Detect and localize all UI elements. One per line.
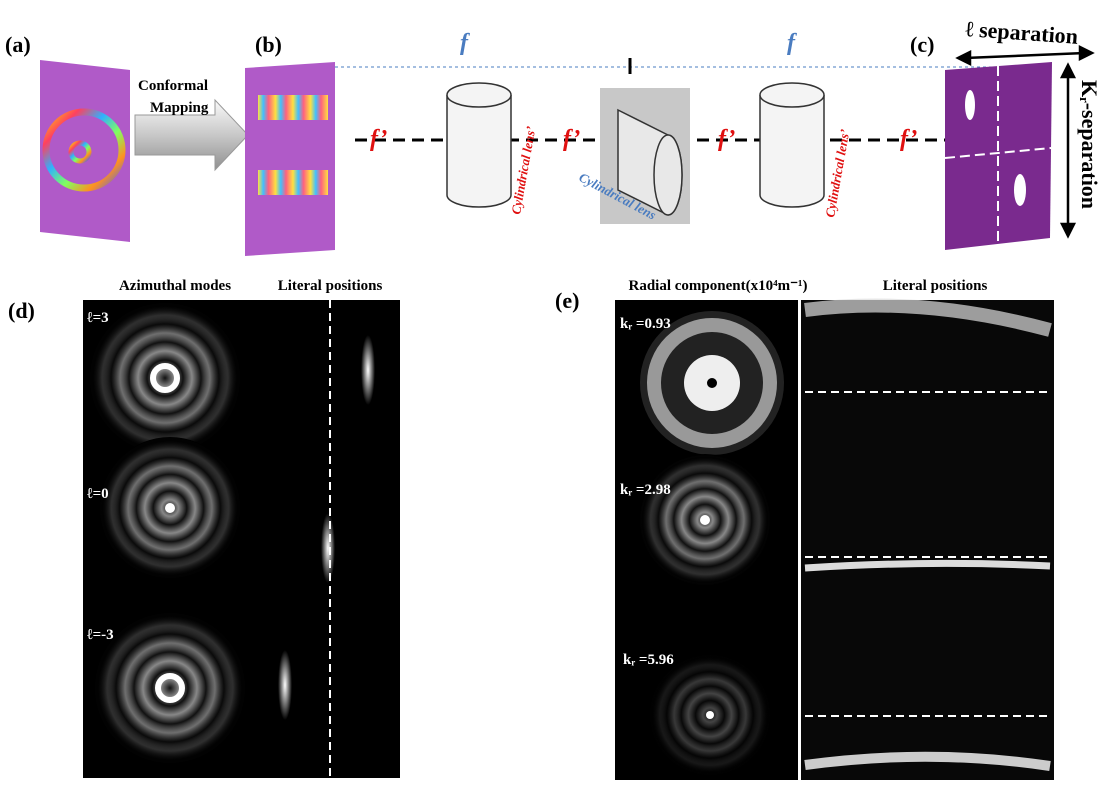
column-header: Radial component(x10⁴m⁻¹)	[629, 278, 808, 294]
kr-label: kᵣ =0.93	[620, 316, 671, 332]
focal-prime-label: f’	[370, 126, 387, 152]
panel-label: (e)	[555, 288, 579, 313]
stripe-pattern	[258, 95, 328, 120]
focal-prime-label: f’	[900, 126, 917, 152]
phase-plate-b	[245, 62, 335, 256]
position-spot	[361, 335, 375, 405]
mode-label: ℓ=0	[87, 486, 109, 502]
panel-label: (d)	[8, 298, 35, 323]
k-separation: Kᵣ-separation	[1077, 80, 1102, 209]
mapping-label: Conformal	[138, 78, 208, 94]
focal-prime-label: f’	[563, 126, 580, 152]
kr-label: kᵣ =5.96	[623, 652, 674, 668]
position-spot	[278, 650, 292, 720]
column-header: Literal positions	[883, 278, 988, 294]
focal-prime-label: f’	[718, 126, 735, 152]
radial-pattern	[639, 311, 784, 776]
mode-pattern	[89, 302, 246, 764]
cylindrical-lens	[760, 83, 824, 207]
panel-e-positions	[801, 300, 1054, 780]
panel-label: (c)	[910, 32, 934, 57]
panel-label: (b)	[255, 32, 282, 57]
phase-plate-a	[40, 60, 130, 242]
column-header: Literal positions	[278, 278, 383, 294]
kr-label: kᵣ =2.98	[620, 482, 671, 498]
l-separation: ℓ separation	[965, 16, 1079, 49]
column-header: Azimuthal modes	[119, 278, 231, 294]
focal-label: f	[787, 30, 797, 56]
stripe-pattern	[258, 170, 328, 195]
lens-label: Cylindrical lens’	[822, 128, 852, 218]
mapping-label: Mapping	[150, 100, 209, 116]
position-spot	[321, 513, 335, 583]
panel-label: (a)	[5, 32, 31, 57]
spot	[1014, 174, 1026, 206]
spot	[965, 90, 975, 120]
focal-label: f	[460, 30, 470, 56]
mode-label: ℓ=-3	[87, 627, 114, 643]
mode-label: ℓ=3	[87, 310, 109, 326]
cylindrical-lens	[447, 83, 511, 207]
figure: (a) (b) (c) (d) (e) Conformal Mapping f …	[0, 0, 1113, 787]
